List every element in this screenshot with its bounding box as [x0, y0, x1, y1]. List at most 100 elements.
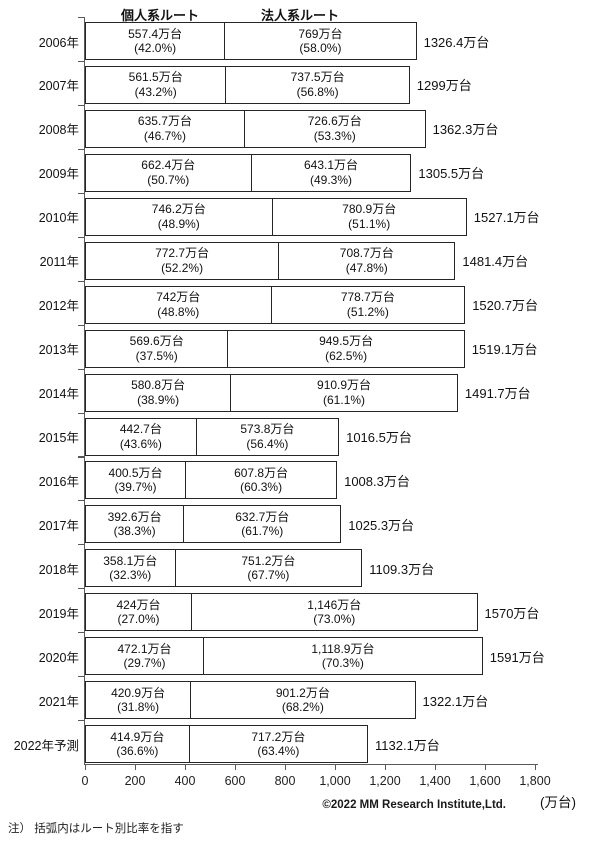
segment-percent-label: (46.7%) [143, 128, 186, 143]
series-header-personal-route: 個人系ルート [120, 8, 199, 23]
bar-row: 569.6万台 (37.5%) 949.5万台 (62.5%) [85, 329, 465, 368]
segment-percent-label: (29.7%) [123, 656, 166, 671]
x-axis-tick [85, 765, 87, 770]
segment-value-label: 607.8万台 [234, 465, 289, 480]
segment-value-label: 442.7台 [119, 422, 162, 436]
series-header-corporate-route: 法人系ルート [260, 8, 339, 23]
bar-segment-corporate: 780.9万台 (51.1%) [273, 199, 466, 235]
total-label: 1591万台 [489, 649, 545, 665]
bar-segment-corporate: 901.2万台 (68.2%) [191, 682, 414, 718]
x-axis-tick-label: 0 [81, 774, 89, 788]
x-axis-tick [485, 765, 487, 770]
bar-segment-corporate: 726.6万台 (53.3%) [245, 111, 425, 147]
bar-row: 635.7万台 (46.7%) 726.6万台 (53.3%) [85, 109, 426, 148]
year-label: 2012年 [38, 299, 79, 314]
bar-row: 442.7台 (43.6%) 573.8万台 (56.4%) [85, 417, 340, 456]
total-label: 1520.7万台 [472, 298, 538, 314]
segment-value-label: 772.7万台 [155, 246, 210, 261]
segment-value-label: 392.6万台 [107, 509, 162, 524]
y-axis-tick [78, 148, 85, 150]
segment-percent-label: (49.3%) [309, 172, 352, 187]
segment-percent-label: (47.8%) [345, 260, 388, 275]
segment-value-label: 910.9万台 [317, 378, 372, 392]
x-axis-line [84, 764, 538, 766]
x-axis-tick [335, 765, 337, 770]
bar-segment-personal: 635.7万台 (46.7%) [86, 110, 245, 147]
segment-value-label: 708.7万台 [339, 246, 394, 261]
bar-row: 420.9万台 (31.8%) 901.2万台 (68.2%) [85, 681, 416, 720]
segment-value-label: 580.8万台 [131, 378, 186, 392]
segment-value-label: 746.2万台 [151, 202, 206, 217]
segment-value-label: 400.5万台 [108, 465, 163, 480]
bar-segment-personal: 557.4万台 (42.0%) [86, 23, 226, 59]
segment-percent-label: (51.1%) [348, 216, 391, 231]
y-axis-tick [78, 544, 85, 546]
bar-segment-personal: 400.5万台 (39.7%) [86, 462, 187, 499]
bar-segment-personal: 392.6万台 (38.3%) [86, 506, 185, 543]
total-label: 1570万台 [484, 605, 540, 621]
x-axis-tick-label: 1,400 [419, 774, 451, 788]
year-label: 2010年 [38, 211, 79, 226]
total-label: 1527.1万台 [473, 210, 540, 226]
y-axis-tick [78, 632, 85, 634]
segment-value-label: 414.9万台 [110, 729, 165, 744]
y-axis-tick [78, 324, 85, 326]
segment-value-label: 561.5万台 [128, 70, 183, 85]
segment-value-label: 635.7万台 [137, 114, 192, 129]
y-axis-tick [78, 412, 85, 414]
bar-segment-corporate: 1,146万台 (73.0%) [192, 594, 477, 630]
bar-segment-corporate: 708.7万台 (47.8%) [279, 243, 454, 279]
total-label: 1299万台 [416, 78, 472, 94]
y-axis-tick [78, 456, 85, 458]
x-axis-tick [385, 765, 387, 770]
bar-row: 557.4万台 (42.0%) 769万台 (58.0%) [85, 22, 417, 60]
year-label: 2020年 [38, 650, 79, 665]
year-label: 2015年 [38, 431, 79, 445]
segment-percent-label: (37.5%) [135, 348, 178, 363]
bar-segment-corporate: 607.8万台 (60.3%) [186, 462, 336, 498]
x-axis-tick-label: 400 [174, 774, 196, 788]
total-label: 1481.4万台 [462, 254, 529, 270]
segment-percent-label: (61.7%) [241, 524, 284, 539]
segment-percent-label: (50.7%) [147, 172, 190, 187]
y-axis-tick [78, 588, 85, 590]
bar-segment-corporate: 737.5万台 (56.8%) [226, 67, 408, 103]
year-label: 2019年 [38, 606, 79, 621]
bar-segment-corporate: 751.2万台 (67.7%) [176, 550, 362, 586]
total-label: 1132.1万台 [375, 737, 440, 753]
segment-percent-label: (52.2%) [161, 260, 204, 275]
total-label: 1305.5万台 [418, 166, 485, 182]
segment-percent-label: (43.2%) [134, 84, 177, 99]
bar-row: 358.1万台 (32.3%) 751.2万台 (67.7%) [85, 549, 363, 588]
bar-segment-corporate: 769万台 (58.0%) [225, 23, 415, 59]
bar-segment-corporate: 632.7万台 (61.7%) [184, 506, 340, 542]
y-axis-tick [78, 720, 85, 722]
total-label: 1322.1万台 [422, 693, 489, 709]
total-label: 1519.1万台 [471, 342, 538, 358]
segment-percent-label: (56.8%) [296, 84, 339, 99]
bar-row: 662.4万台 (50.7%) 643.1万台 (49.3%) [85, 153, 412, 192]
bar-row: 746.2万台 (48.9%) 780.9万台 (51.1%) [85, 197, 467, 236]
segment-value-label: 742万台 [156, 290, 201, 305]
segment-value-label: 573.8万台 [240, 422, 295, 436]
segment-percent-label: (42.0%) [134, 41, 177, 55]
year-label: 2018年 [38, 562, 79, 577]
year-label: 2011年 [39, 255, 79, 270]
bar-row: 742万台 (48.8%) 778.7万台 (51.2%) [85, 285, 466, 324]
total-label: 1016.5万台 [346, 430, 412, 445]
segment-value-label: 643.1万台 [303, 158, 358, 173]
bar-segment-personal: 742万台 (48.8%) [86, 286, 272, 323]
copyright-text: ©2022 MM Research Institute,Ltd. [322, 799, 506, 811]
segment-percent-label: (61.1%) [323, 392, 366, 407]
y-axis-tick [78, 500, 85, 502]
total-label: 1491.7万台 [464, 386, 531, 401]
total-label: 1362.3万台 [432, 122, 499, 138]
bar-segment-personal: 472.1万台 (29.7%) [86, 638, 204, 675]
bar-row: 414.9万台 (36.6%) 717.2万台 (63.4%) [85, 725, 368, 763]
bar-segment-personal: 424万台 (27.0%) [86, 594, 192, 631]
segment-percent-label: (68.2%) [281, 700, 324, 715]
segment-percent-label: (63.4%) [257, 744, 300, 758]
x-axis-tick-label: 800 [274, 774, 296, 788]
segment-value-label: 901.2万台 [275, 685, 330, 700]
segment-percent-label: (27.0%) [117, 612, 160, 627]
